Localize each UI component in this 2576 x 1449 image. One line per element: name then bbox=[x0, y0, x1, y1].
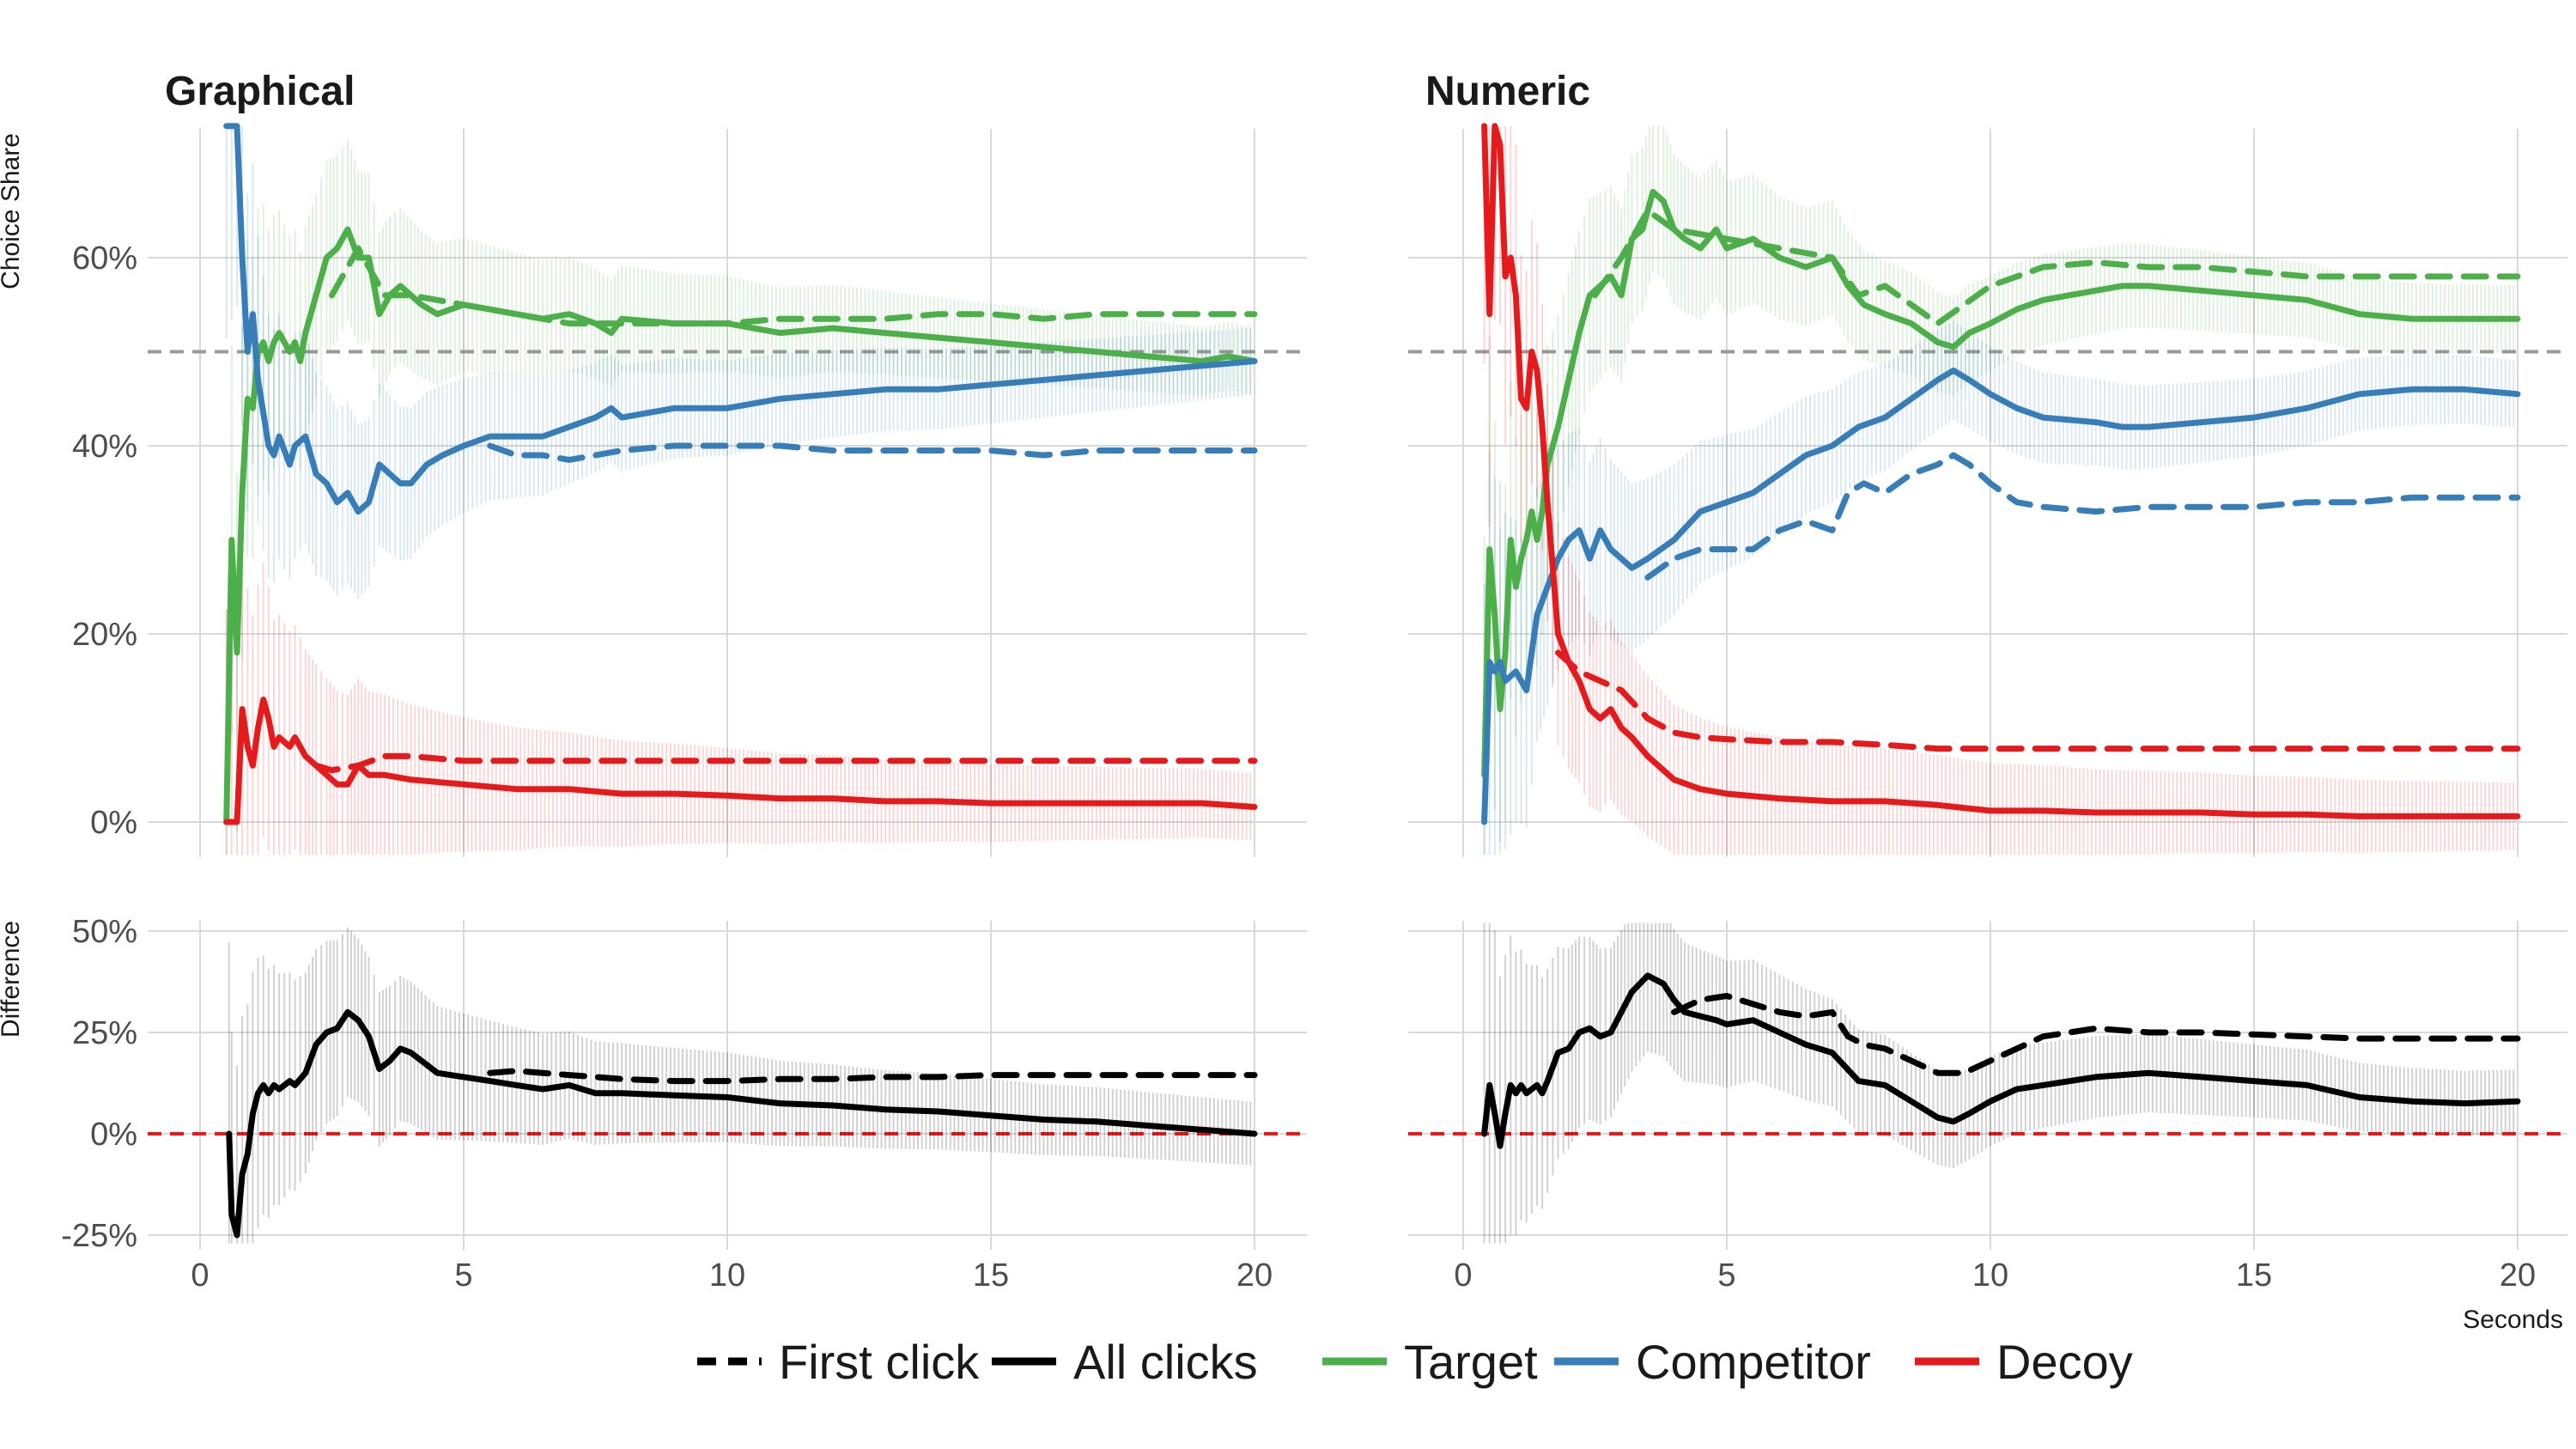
panel-title: Numeric bbox=[1425, 69, 1590, 114]
x-tick-label: 0 bbox=[191, 1257, 209, 1294]
x-tick-label: 0 bbox=[1454, 1257, 1472, 1294]
y-tick-label: -25% bbox=[61, 1218, 137, 1254]
legend-label-competitor: Competitor bbox=[1636, 1335, 1871, 1389]
y-tick-label: 40% bbox=[72, 429, 137, 465]
series-line-target-all-clicks bbox=[223, 226, 1258, 825]
series-line-decoy-first-click bbox=[1555, 649, 2521, 752]
series-line-decoy-all-clicks bbox=[223, 697, 1258, 825]
series-line-decoy-all-clicks bbox=[1481, 123, 2521, 819]
confidence-band-difference bbox=[228, 927, 1252, 1244]
legend-label-target: Target bbox=[1404, 1335, 1538, 1389]
panels: 0% 20% 40% 60% -25% 0% 25% 50% 0 5 10 15 20 Graphical… bbox=[61, 69, 2567, 1294]
x-tick-label: 10 bbox=[1972, 1257, 2008, 1294]
difference-line-all-clicks bbox=[1481, 972, 2521, 1149]
y-tick-label: 60% bbox=[72, 240, 137, 277]
legend: First click All clicks Target Competitor Dec… bbox=[697, 1335, 2133, 1389]
x-tick-label: 10 bbox=[709, 1257, 745, 1294]
series-line-competitor-first-click bbox=[487, 442, 1258, 463]
x-tick-label: 5 bbox=[454, 1257, 472, 1294]
series-line-target-all-clicks bbox=[1481, 188, 2521, 778]
difference-line-all-clicks bbox=[226, 1008, 1258, 1239]
y-tick-label: 0% bbox=[90, 1117, 137, 1153]
x-tick-label: 20 bbox=[2500, 1257, 2536, 1294]
panel-title: Graphical bbox=[165, 69, 355, 114]
y-axis-title-bottom: Difference bbox=[0, 921, 25, 1038]
x-tick-label: 5 bbox=[1717, 1257, 1735, 1294]
confidence-band-difference bbox=[1483, 922, 2515, 1244]
legend-label-first-click: First click bbox=[779, 1335, 980, 1389]
y-tick-label: 0% bbox=[90, 805, 137, 841]
x-tick-label: 15 bbox=[973, 1257, 1009, 1294]
series-line-target-first-click bbox=[1592, 207, 2521, 327]
x-axis-title: Seconds bbox=[2463, 1306, 2563, 1334]
y-tick-label: 25% bbox=[72, 1015, 137, 1051]
legend-label-all-clicks: All clicks bbox=[1073, 1335, 1258, 1389]
series-line-decoy-first-click bbox=[313, 752, 1258, 774]
x-tick-label: 20 bbox=[1236, 1257, 1273, 1294]
y-axis-title-top: Choice Share bbox=[0, 133, 25, 289]
x-tick-label: 15 bbox=[2236, 1257, 2272, 1294]
series-line-competitor-all-clicks bbox=[1481, 367, 2521, 825]
series-line-competitor-all-clicks bbox=[223, 123, 1258, 515]
difference-line-first-click bbox=[1671, 993, 2521, 1076]
y-tick-label: 50% bbox=[72, 914, 137, 950]
y-tick-label: 20% bbox=[72, 617, 137, 653]
legend-label-decoy: Decoy bbox=[1996, 1335, 2133, 1389]
series-line-target-first-click bbox=[329, 245, 1258, 327]
series-line-competitor-first-click bbox=[1644, 452, 2521, 581]
difference-line-first-click bbox=[487, 1068, 1258, 1085]
confidence-band-decoy bbox=[225, 540, 1252, 855]
